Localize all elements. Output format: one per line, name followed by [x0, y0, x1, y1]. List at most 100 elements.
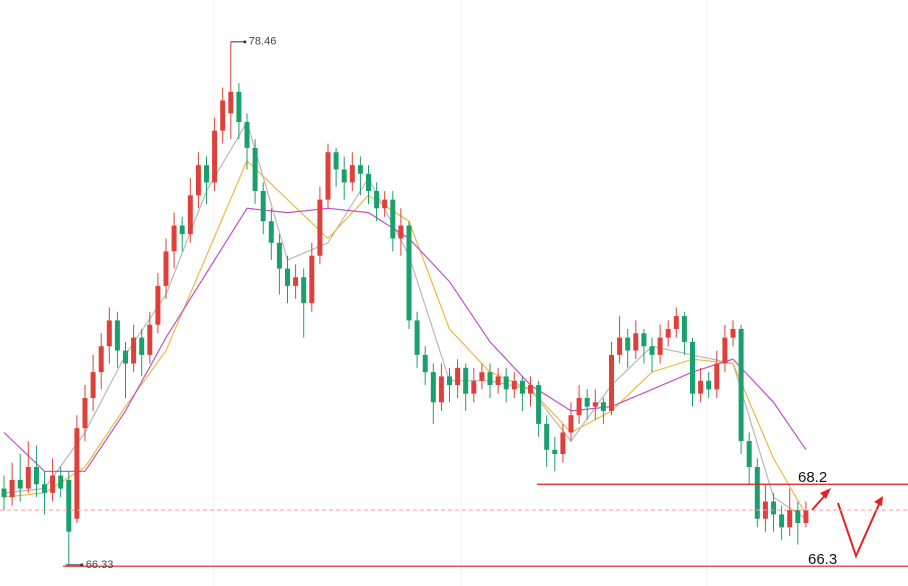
- candle-body: [552, 449, 558, 455]
- arrow-head: [820, 488, 831, 499]
- candle-body: [738, 329, 744, 442]
- candle-body: [398, 225, 404, 239]
- candle-body: [212, 130, 218, 183]
- candle-body: [382, 199, 388, 209]
- candle-body: [252, 147, 258, 192]
- candle-body: [665, 329, 671, 338]
- candle-body: [722, 337, 728, 364]
- candle-body: [471, 380, 477, 394]
- candle-body: [155, 285, 161, 325]
- candle-body: [714, 363, 720, 390]
- candle-body: [438, 376, 444, 403]
- candle-body: [690, 341, 695, 394]
- candle-body: [795, 510, 801, 524]
- candle-body: [447, 376, 452, 386]
- candle-body: [293, 277, 299, 286]
- candle-body: [9, 479, 15, 498]
- vertical-grid: [213, 0, 708, 586]
- candle-body: [633, 333, 639, 351]
- candle-body: [544, 423, 550, 450]
- candle-body: [244, 122, 250, 148]
- candle-body: [681, 316, 687, 342]
- candle-body: [309, 255, 315, 304]
- low-marker-dot: [80, 563, 84, 567]
- candle-body: [317, 199, 323, 256]
- candle-body: [528, 385, 533, 394]
- candle-body: [366, 173, 371, 192]
- candle-body: [625, 337, 631, 351]
- candle-body: [114, 320, 120, 351]
- moving-average: [3, 159, 807, 515]
- candle-body: [204, 165, 209, 183]
- candle-body: [641, 333, 647, 347]
- candle-body: [430, 372, 436, 403]
- candle-body: [74, 428, 80, 519]
- candle-body: [66, 479, 72, 532]
- candle-body: [495, 376, 501, 386]
- candle-body: [706, 380, 712, 390]
- low-label: 66.33: [86, 559, 114, 571]
- candle-body: [220, 100, 226, 131]
- candle-body: [139, 337, 145, 355]
- candle-body: [106, 320, 112, 347]
- candle-body: [187, 195, 193, 235]
- candle-body: [487, 372, 493, 386]
- high-label: 78.46: [249, 36, 277, 48]
- forecast-arrows: [811, 488, 883, 559]
- candle-body: [463, 367, 469, 394]
- candle-body: [179, 225, 185, 235]
- candle-body: [98, 346, 104, 373]
- candle-body: [357, 165, 363, 174]
- candle-body: [195, 165, 201, 196]
- candle-body: [341, 169, 347, 183]
- candle-body: [673, 316, 679, 330]
- candle-body: [560, 432, 566, 455]
- candle-body: [568, 415, 574, 433]
- level-label: 66.3: [808, 551, 837, 568]
- candle-body: [163, 251, 169, 286]
- candle-body: [50, 475, 56, 493]
- candle-body: [779, 514, 785, 528]
- candle-body: [131, 337, 137, 364]
- candle-body: [787, 510, 793, 528]
- level-label: 68.2: [798, 469, 827, 486]
- candle-body: [90, 372, 96, 398]
- candle-body: [17, 479, 23, 489]
- candle-body: [325, 152, 331, 200]
- candle-body: [771, 501, 776, 515]
- candle-body: [82, 397, 88, 429]
- candle-body: [584, 397, 590, 407]
- candle-body: [698, 380, 704, 394]
- candle-body: [33, 466, 39, 485]
- candle-body: [511, 380, 517, 390]
- candle-body: [25, 466, 31, 489]
- candle-body: [657, 337, 663, 355]
- high-marker-dot: [243, 40, 247, 44]
- candle-body: [422, 354, 428, 373]
- candle-body: [236, 91, 242, 123]
- candle-body: [519, 380, 525, 394]
- candle-body: [649, 346, 655, 355]
- candle-body: [285, 268, 290, 286]
- arrow: [837, 501, 881, 559]
- candle-body: [455, 367, 461, 386]
- candle-body: [374, 191, 380, 209]
- candle-body: [268, 221, 274, 243]
- candle-body: [503, 376, 509, 390]
- candle-body: [592, 402, 598, 407]
- candle-body: [260, 191, 266, 222]
- candle-body: [414, 320, 420, 355]
- arrow-head: [874, 496, 883, 506]
- candle-body: [536, 385, 542, 424]
- candle-body: [576, 397, 582, 416]
- candle-body: [600, 402, 606, 411]
- candle-body: [349, 165, 355, 183]
- candle-body: [333, 152, 339, 170]
- candle-body: [123, 350, 128, 364]
- candle-body: [754, 466, 760, 519]
- candle-body: [1, 488, 7, 498]
- candle-body: [301, 277, 307, 304]
- candle-body: [617, 337, 623, 355]
- candle-body: [228, 91, 234, 114]
